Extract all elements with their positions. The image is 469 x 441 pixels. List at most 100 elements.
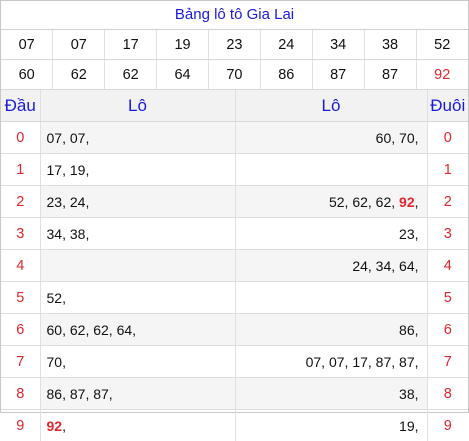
lo-right-cell: 24, 34, 64, bbox=[235, 250, 427, 282]
header-lo-right: Lô bbox=[235, 90, 427, 122]
number-cell: 24 bbox=[260, 30, 312, 60]
lo-right-cell: 52, 62, 62, 92, bbox=[235, 186, 427, 218]
dau-cell: 8 bbox=[1, 378, 40, 410]
duoi-cell: 5 bbox=[427, 282, 468, 314]
lo-left-cell: 60, 62, 62, 64, bbox=[40, 314, 235, 346]
header-lo-left: Lô bbox=[40, 90, 235, 122]
duoi-cell: 4 bbox=[427, 250, 468, 282]
lo-number: 19 bbox=[399, 418, 415, 434]
lo-number: 62 bbox=[376, 194, 392, 210]
lo-number: 70 bbox=[47, 354, 63, 370]
lo-number: 17 bbox=[47, 162, 63, 178]
number-cell: 23 bbox=[209, 30, 261, 60]
lo-number: 07 bbox=[329, 354, 345, 370]
dau-cell: 3 bbox=[1, 218, 40, 250]
lo-right-cell: 60, 70, bbox=[235, 122, 427, 154]
lo-number: 38 bbox=[70, 226, 86, 242]
lo-number: 64 bbox=[117, 322, 133, 338]
lo-number: 52 bbox=[47, 290, 63, 306]
lo-number: 07 bbox=[47, 130, 63, 146]
dau-cell: 6 bbox=[1, 314, 40, 346]
dau-cell: 1 bbox=[1, 154, 40, 186]
lo-number: 86 bbox=[47, 386, 63, 402]
header-duoi: Đuôi bbox=[427, 90, 468, 122]
lo-number: 34 bbox=[47, 226, 63, 242]
lo-right-cell: 86, bbox=[235, 314, 427, 346]
duoi-cell: 3 bbox=[427, 218, 468, 250]
number-cell: 34 bbox=[312, 30, 364, 60]
number-cell: 62 bbox=[53, 60, 105, 90]
number-cell: 17 bbox=[105, 30, 157, 60]
lo-left-cell: 07, 07, bbox=[40, 122, 235, 154]
number-cell: 60 bbox=[1, 60, 53, 90]
lo-right-cell bbox=[235, 154, 427, 186]
lo-number: 64 bbox=[399, 258, 415, 274]
lo-right-cell bbox=[235, 282, 427, 314]
lo-number: 92 bbox=[399, 194, 415, 210]
lo-number: 60 bbox=[376, 130, 392, 146]
lo-number: 24 bbox=[70, 194, 86, 210]
dau-cell: 7 bbox=[1, 346, 40, 378]
dau-cell: 2 bbox=[1, 186, 40, 218]
lo-left-cell: 52, bbox=[40, 282, 235, 314]
lo-number: 07 bbox=[70, 130, 86, 146]
duoi-cell: 7 bbox=[427, 346, 468, 378]
number-cell: 07 bbox=[1, 30, 53, 60]
lo-number: 62 bbox=[93, 322, 109, 338]
lo-number: 70 bbox=[399, 130, 415, 146]
lo-left-cell: 34, 38, bbox=[40, 218, 235, 250]
lo-number: 23 bbox=[47, 194, 63, 210]
lo-number: 34 bbox=[376, 258, 392, 274]
number-cell: 87 bbox=[312, 60, 364, 90]
lo-right-cell: 19, bbox=[235, 410, 427, 441]
lo-left-cell: 70, bbox=[40, 346, 235, 378]
lo-number: 60 bbox=[47, 322, 63, 338]
lo-number: 92 bbox=[47, 418, 63, 434]
number-cell: 92 bbox=[416, 60, 468, 90]
lo-number: 07 bbox=[306, 354, 322, 370]
lo-number: 87 bbox=[399, 354, 415, 370]
duoi-cell: 8 bbox=[427, 378, 468, 410]
duoi-cell: 0 bbox=[427, 122, 468, 154]
lo-right-cell: 38, bbox=[235, 378, 427, 410]
lo-number: 86 bbox=[399, 322, 415, 338]
dau-cell: 0 bbox=[1, 122, 40, 154]
number-cell: 86 bbox=[260, 60, 312, 90]
dau-cell: 9 bbox=[1, 410, 40, 441]
duoi-cell: 9 bbox=[427, 410, 468, 441]
number-cell: 64 bbox=[157, 60, 209, 90]
lo-right-cell: 23, bbox=[235, 218, 427, 250]
lo-left-cell: 86, 87, 87, bbox=[40, 378, 235, 410]
lo-left-cell: 17, 19, bbox=[40, 154, 235, 186]
number-cell: 62 bbox=[105, 60, 157, 90]
lo-left-cell bbox=[40, 250, 235, 282]
lo-number: 87 bbox=[93, 386, 109, 402]
duoi-cell: 1 bbox=[427, 154, 468, 186]
duoi-cell: 6 bbox=[427, 314, 468, 346]
number-cell: 52 bbox=[416, 30, 468, 60]
header-dau: Đầu bbox=[1, 90, 40, 122]
dau-cell: 5 bbox=[1, 282, 40, 314]
lo-left-cell: 92, bbox=[40, 410, 235, 441]
lo-left-cell: 23, 24, bbox=[40, 186, 235, 218]
lo-number: 19 bbox=[70, 162, 86, 178]
number-cell: 87 bbox=[364, 60, 416, 90]
lo-number: 62 bbox=[70, 322, 86, 338]
lo-number: 38 bbox=[399, 386, 415, 402]
lo-number: 87 bbox=[70, 386, 86, 402]
lo-number: 62 bbox=[352, 194, 368, 210]
